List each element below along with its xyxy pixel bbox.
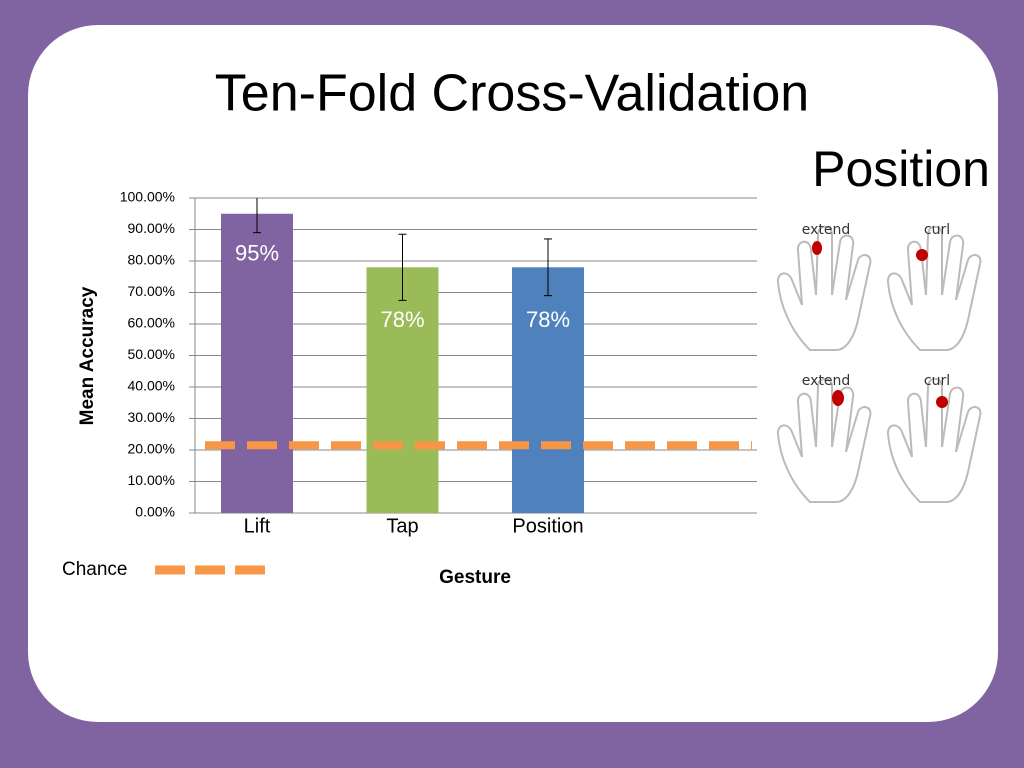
- y-tick-label: 10.00%: [128, 472, 175, 488]
- hand-label: curl: [924, 373, 950, 389]
- data-label: 78%: [526, 307, 570, 332]
- y-tick-label: 30.00%: [128, 409, 175, 425]
- y-tick-label: 20.00%: [128, 441, 175, 457]
- x-tick-label: Tap: [386, 515, 418, 537]
- y-tick-label: 90.00%: [128, 220, 175, 236]
- legend-label: Chance: [62, 559, 128, 580]
- plot: [221, 198, 584, 513]
- bar: [512, 267, 584, 513]
- y-axis-label: Mean Accuracy: [77, 286, 98, 425]
- y-tick-label: 50.00%: [128, 346, 175, 362]
- fingertip: [936, 396, 948, 408]
- y-tick-label: 70.00%: [128, 283, 175, 299]
- y-tick-label: 100.00%: [120, 189, 175, 205]
- x-tick-label: Position: [512, 515, 583, 537]
- y-tick-label: 80.00%: [128, 252, 175, 268]
- y-tick-label: 40.00%: [128, 378, 175, 394]
- hand-label: extend: [802, 373, 851, 389]
- bar: [221, 213, 293, 513]
- x-tick-label: Lift: [244, 515, 271, 537]
- x-axis-label: Gesture: [439, 567, 511, 588]
- data-label: 95%: [235, 241, 279, 266]
- data-label: 78%: [380, 307, 424, 332]
- bar: [366, 267, 439, 513]
- fingertip: [916, 249, 928, 261]
- fingertip: [812, 241, 822, 255]
- fingertip: [832, 390, 844, 406]
- slide-title: Ten-Fold Cross-Validation: [215, 65, 809, 123]
- y-tick-label: 0.00%: [135, 504, 175, 520]
- y-tick-label: 60.00%: [128, 315, 175, 331]
- hand-label: curl: [924, 222, 950, 238]
- panel-title: Position: [812, 141, 990, 197]
- hand-label: extend: [802, 222, 851, 238]
- hand-diagrams: extend curl extend curl: [776, 222, 982, 503]
